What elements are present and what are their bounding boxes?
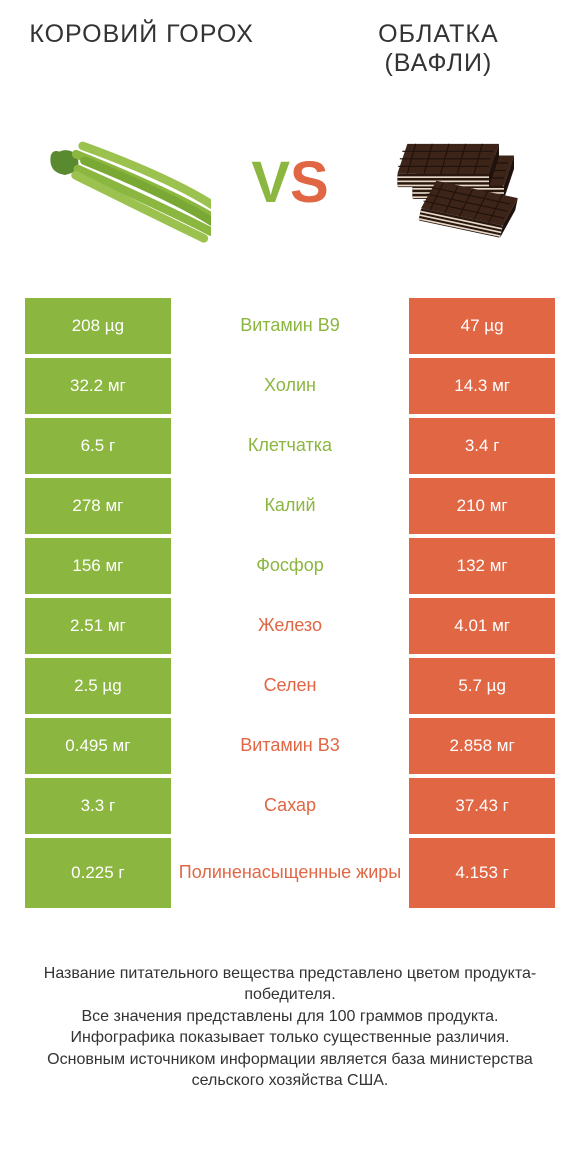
table-row: 0.495 мгВитамин B32.858 мг — [25, 718, 555, 774]
nutrient-label: Железо — [171, 598, 410, 654]
nutrient-label: Сахар — [171, 778, 410, 834]
left-value: 32.2 мг — [25, 358, 171, 414]
right-value: 47 µg — [409, 298, 555, 354]
vs-v: V — [251, 154, 290, 212]
right-value: 210 мг — [409, 478, 555, 534]
table-row: 2.51 мгЖелезо4.01 мг — [25, 598, 555, 654]
table-row: 3.3 гСахар37.43 г — [25, 778, 555, 834]
right-value: 4.153 г — [409, 838, 555, 908]
vs-label: VS — [251, 154, 328, 212]
table-row: 156 мгФосфор132 мг — [25, 538, 555, 594]
right-product-image — [354, 93, 555, 273]
nutrient-label: Холин — [171, 358, 410, 414]
infographic-container: { "header": { "left_title": "КОРОВИЙ ГОР… — [0, 0, 580, 1092]
footer-line: Основным источником информации является … — [35, 1049, 545, 1092]
wafer-icon — [379, 108, 529, 258]
cowpea-icon — [41, 98, 211, 268]
nutrient-label: Селен — [171, 658, 410, 714]
footer-line: Инфографика показывает только существенн… — [35, 1027, 545, 1049]
left-value: 0.495 мг — [25, 718, 171, 774]
nutrient-label: Витамин B9 — [171, 298, 410, 354]
right-value: 5.7 µg — [409, 658, 555, 714]
right-value: 14.3 мг — [409, 358, 555, 414]
footer-line: Все значения представлены для 100 граммо… — [35, 1006, 545, 1028]
left-product-image — [25, 93, 226, 273]
right-product-title: ОБЛАТКА (ВАФЛИ) — [322, 20, 555, 78]
table-row: 208 µgВитамин B947 µg — [25, 298, 555, 354]
nutrient-label: Витамин B3 — [171, 718, 410, 774]
left-value: 0.225 г — [25, 838, 171, 908]
left-value: 208 µg — [25, 298, 171, 354]
table-row: 278 мгКалий210 мг — [25, 478, 555, 534]
right-value: 132 мг — [409, 538, 555, 594]
left-value: 6.5 г — [25, 418, 171, 474]
left-product-title: КОРОВИЙ ГОРОХ — [25, 20, 258, 49]
footer-line: Название питательного вещества представл… — [35, 963, 545, 1006]
left-value: 278 мг — [25, 478, 171, 534]
table-row: 2.5 µgСелен5.7 µg — [25, 658, 555, 714]
right-value: 4.01 мг — [409, 598, 555, 654]
nutrient-label: Калий — [171, 478, 410, 534]
left-value: 2.5 µg — [25, 658, 171, 714]
nutrient-label: Полиненасыщенные жиры — [171, 838, 410, 908]
nutrient-label: Клетчатка — [171, 418, 410, 474]
table-row: 32.2 мгХолин14.3 мг — [25, 358, 555, 414]
left-value: 3.3 г — [25, 778, 171, 834]
left-value: 156 мг — [25, 538, 171, 594]
comparison-table: 208 µgВитамин B947 µg32.2 мгХолин14.3 мг… — [25, 298, 555, 908]
right-value: 3.4 г — [409, 418, 555, 474]
right-value: 2.858 мг — [409, 718, 555, 774]
left-value: 2.51 мг — [25, 598, 171, 654]
nutrient-label: Фосфор — [171, 538, 410, 594]
right-value: 37.43 г — [409, 778, 555, 834]
images-row: VS — [25, 88, 555, 278]
vs-s: S — [290, 154, 329, 212]
table-row: 0.225 гПолиненасыщенные жиры4.153 г — [25, 838, 555, 908]
footer-notes: Название питательного вещества представл… — [25, 963, 555, 1093]
table-row: 6.5 гКлетчатка3.4 г — [25, 418, 555, 474]
header: КОРОВИЙ ГОРОХ ОБЛАТКА (ВАФЛИ) — [25, 20, 555, 78]
